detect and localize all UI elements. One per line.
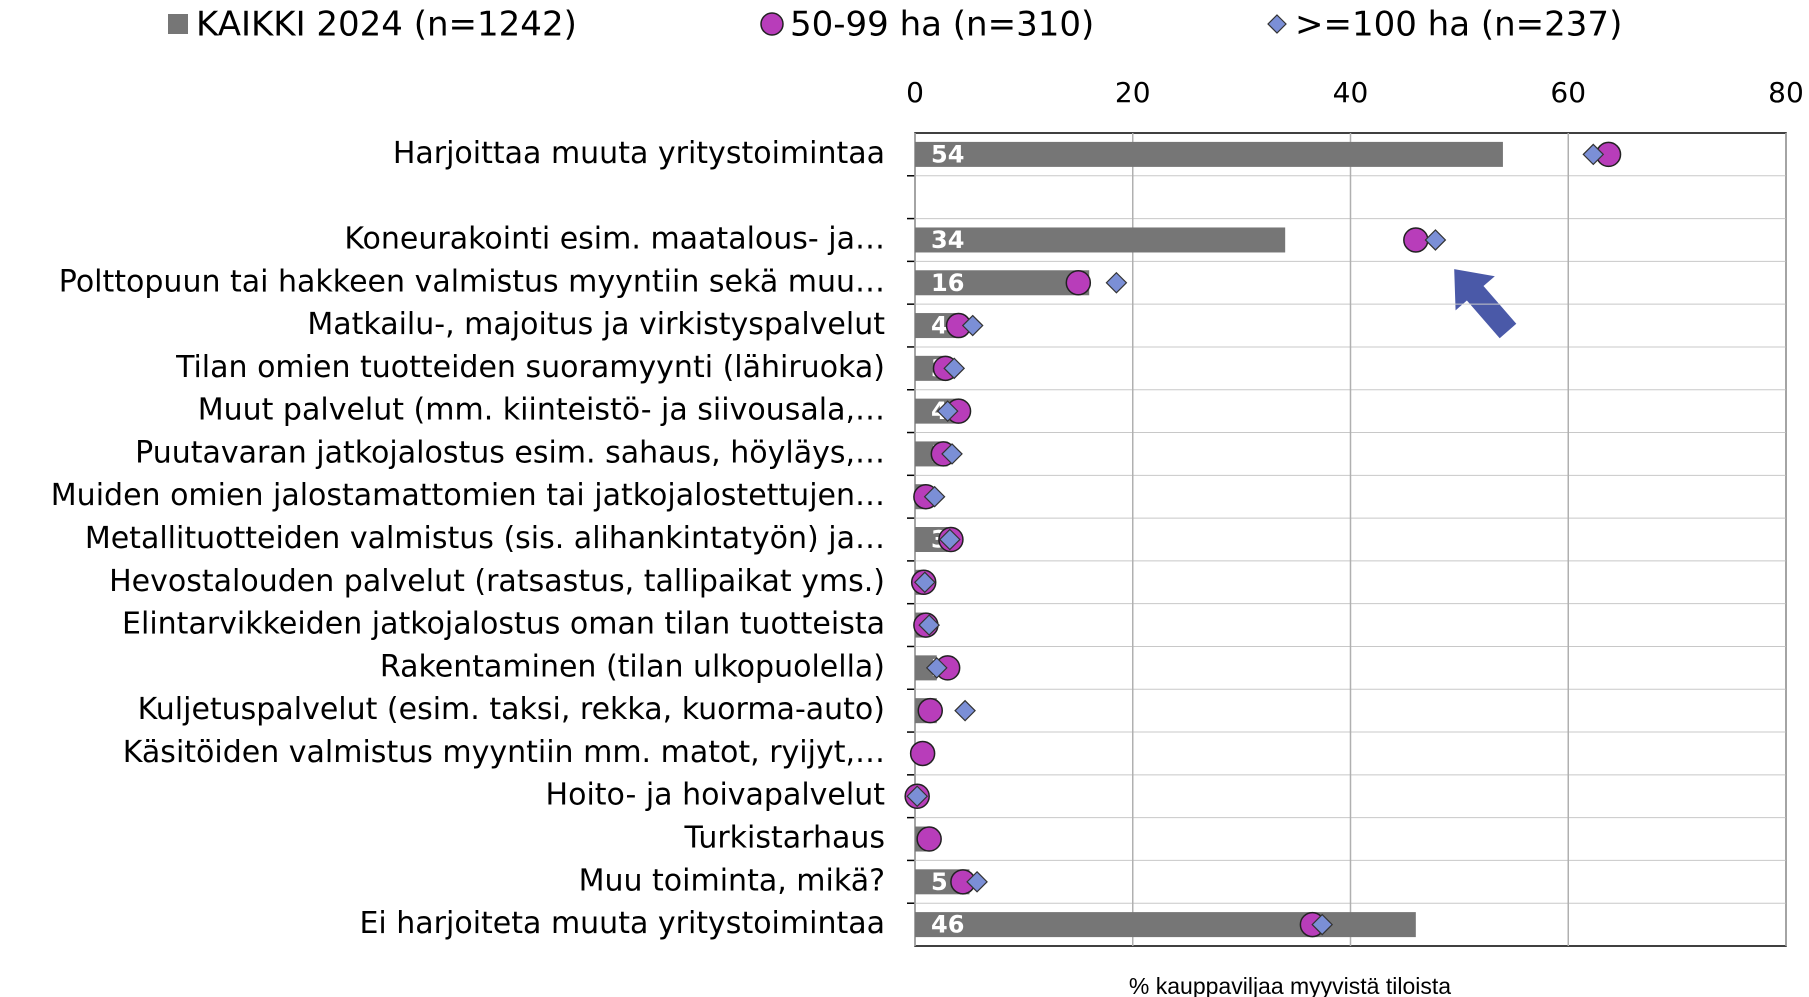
y-tick-label: Polttopuun tai hakkeen valmistus myyntii… bbox=[59, 264, 885, 299]
diamond bbox=[936, 400, 959, 422]
y-tick-label: Elintarvikkeiden jatkojalostus oman tila… bbox=[122, 607, 885, 642]
y-tick-label: Hevostalouden palvelut (ratsastus, talli… bbox=[109, 564, 885, 599]
diamond bbox=[925, 657, 948, 679]
y-tick-label: Tilan omien tuotteiden suoramyynti (lähi… bbox=[175, 350, 885, 385]
bar bbox=[915, 227, 1286, 253]
y-tick-label: Kuljetuspalvelut (esim. taksi, rekka, ku… bbox=[138, 692, 885, 727]
x-tick-label: 0 bbox=[906, 76, 924, 109]
legend-label: >=100 ha (n=237) bbox=[1295, 5, 1622, 45]
x-tick-label: 20 bbox=[1115, 76, 1151, 109]
diamond bbox=[923, 485, 946, 508]
y-tick-label: Käsitöiden valmistus myyntiin mm. matot,… bbox=[123, 735, 885, 770]
y-tick-label: Muut palvelut (mm. kiinteistö- ja siivou… bbox=[198, 393, 885, 428]
diamond bbox=[1582, 143, 1605, 166]
dot bbox=[917, 697, 943, 724]
y-tick-label: Rakentaminen (tilan ulkopuolella) bbox=[380, 649, 885, 684]
y-tick-label: Puutavaran jatkojalostus esim. sahaus, h… bbox=[135, 435, 885, 470]
diamond bbox=[1424, 229, 1447, 251]
diamond bbox=[1105, 271, 1128, 294]
diamond bbox=[906, 785, 929, 808]
y-tick-label: Muiden omien jalostamattomien tai jatkoj… bbox=[51, 478, 885, 513]
diamond bbox=[943, 357, 966, 380]
value-label: 0 bbox=[931, 782, 948, 810]
y-tick-label: Ei harjoiteta muuta yritystoimintaa bbox=[359, 906, 885, 941]
x-tick-label: 40 bbox=[1333, 76, 1369, 109]
bar bbox=[915, 912, 1416, 938]
bar bbox=[915, 270, 1090, 296]
legend-swatch bbox=[760, 12, 784, 36]
x-axis-title: % kauppaviljaa myyvistä tiloista bbox=[1129, 973, 1451, 997]
x-tick-label: 80 bbox=[1768, 76, 1804, 109]
y-tick-label: Turkistarhaus bbox=[684, 821, 885, 856]
y-tick-label: Harjoittaa muuta yritystoimintaa bbox=[393, 136, 885, 171]
diamond bbox=[938, 528, 961, 551]
diamond bbox=[913, 571, 936, 594]
value-label: 0 bbox=[931, 739, 948, 767]
value-label: 4 bbox=[931, 312, 948, 340]
arrow-annotation bbox=[1454, 269, 1517, 339]
y-tick-label: Hoito- ja hoivapalvelut bbox=[546, 778, 886, 813]
diamond bbox=[1311, 913, 1334, 936]
y-tick-label: Matkailu-, majoitus ja virkistyspalvelut bbox=[307, 307, 885, 342]
y-tick-label: Muu toiminta, mikä? bbox=[579, 863, 885, 898]
value-label: 1 bbox=[931, 568, 948, 596]
diamond bbox=[954, 699, 976, 722]
dot bbox=[916, 826, 942, 852]
legend-swatch bbox=[168, 14, 188, 34]
dot bbox=[909, 740, 936, 767]
legend-swatch bbox=[1267, 14, 1287, 34]
x-tick-label: 60 bbox=[1550, 76, 1586, 109]
value-label: 46 bbox=[931, 911, 964, 939]
diamond bbox=[966, 870, 988, 893]
legend-label: 50-99 ha (n=310) bbox=[790, 5, 1094, 45]
value-label: 54 bbox=[931, 140, 964, 168]
dot bbox=[1403, 227, 1429, 253]
bar bbox=[915, 141, 1503, 167]
bar bbox=[915, 655, 937, 681]
legend-label: KAIKKI 2024 (n=1242) bbox=[196, 5, 577, 45]
value-label: 16 bbox=[931, 269, 964, 297]
diamond bbox=[941, 443, 963, 465]
dot bbox=[1065, 270, 1092, 296]
diamond bbox=[918, 614, 941, 636]
value-label: 5 bbox=[931, 868, 948, 896]
y-tick-label: Metallituotteiden valmistus (sis. alihan… bbox=[85, 521, 885, 556]
diamond bbox=[961, 314, 984, 337]
y-tick-label: Koneurakointi esim. maatalous- ja… bbox=[344, 221, 885, 256]
value-label: 34 bbox=[931, 226, 964, 254]
